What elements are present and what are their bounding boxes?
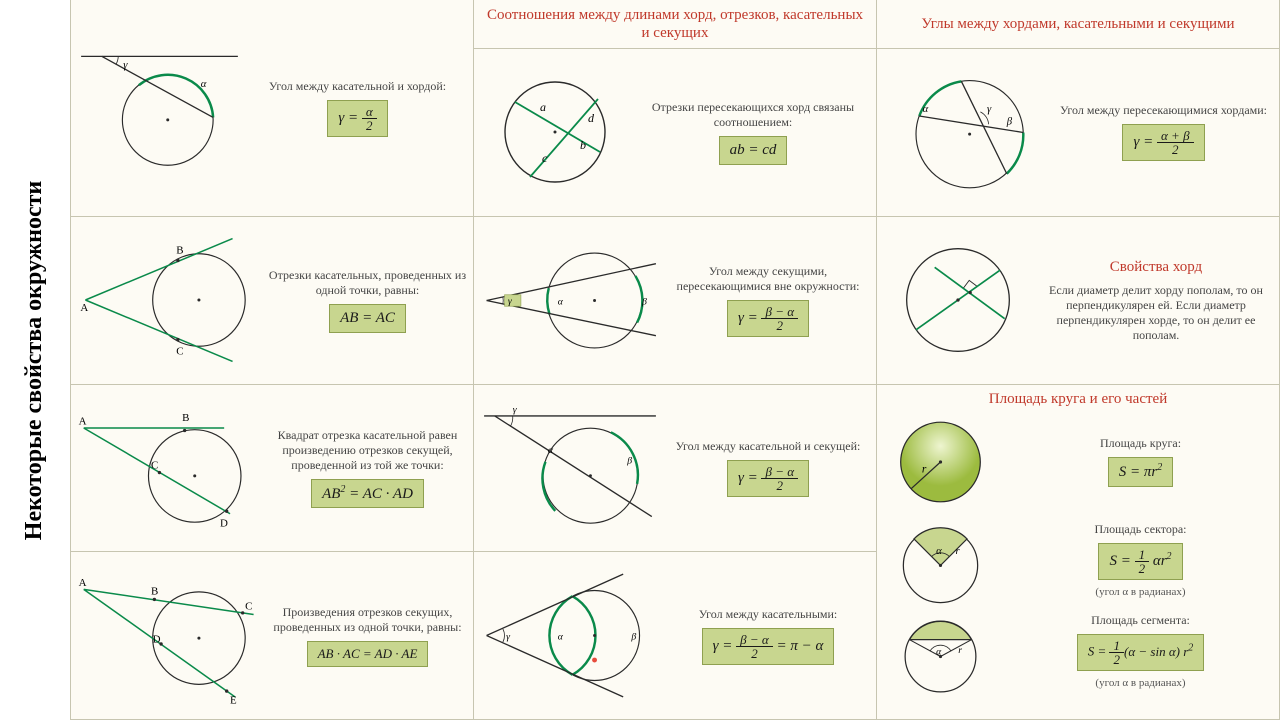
svg-text:α: α (201, 78, 207, 90)
diagram-intersecting-chords: a d b c (480, 67, 630, 197)
header-col2: Углы между хордами, касательными и секущ… (877, 0, 1280, 49)
cell-r2c2: γ α β Угол между секущими, пересекающими… (474, 217, 877, 385)
desc-r3c1: Квадрат отрезка касательной равен произв… (268, 428, 467, 473)
diagram-tangent-secant-angle: γ α β (480, 395, 660, 540)
desc-segment-area: Площадь сегмента: (1091, 613, 1190, 628)
desc-r3c2: Угол между касательной и секущей: (676, 439, 861, 454)
formula-r4c2: γ = β − α2 = π − α (702, 628, 835, 665)
svg-text:D: D (220, 518, 228, 530)
cell-r2c3: Свойства хорд Если диаметр делит хорду п… (877, 217, 1280, 385)
cell-area-group: Площадь круга и его частей r Площадь кру… (877, 385, 1280, 720)
diagram-two-secants-ext: γ α β (480, 228, 660, 373)
svg-text:A: A (79, 577, 87, 589)
reference-grid: Соотношения между длинами хорд, отрезков… (70, 0, 1280, 720)
desc-sector-area: Площадь сектора: (1094, 522, 1186, 537)
header-col1: Соотношения между длинами хорд, отрезков… (474, 0, 877, 49)
desc-r4c2: Угол между касательными: (699, 607, 838, 622)
svg-text:d: d (588, 111, 595, 125)
svg-text:α: α (548, 445, 554, 456)
svg-text:C: C (151, 460, 158, 472)
svg-text:A: A (80, 302, 88, 314)
diagram-two-tangents-angle: γ α β (480, 563, 660, 708)
cell-r2c1: A B C Отрезки касательных, проведенных и… (71, 217, 474, 385)
svg-text:γ: γ (506, 632, 511, 643)
diagram-two-secants-len: A B C D E (77, 561, 262, 711)
diagram-segment-area: α r (883, 610, 998, 695)
svg-text:α: α (558, 632, 564, 643)
cell-r4c2: γ α β Угол между касательными: γ = β − α… (474, 552, 877, 720)
formula-r2c1: AB = AC (329, 304, 406, 333)
diagram-two-tangents: A B C (77, 225, 262, 375)
svg-text:β: β (630, 632, 636, 643)
desc-r1c3: Угол между касательной и хордой: (269, 79, 446, 94)
desc-r2c1: Отрезки касательных, проведенных из одно… (268, 268, 467, 298)
cell-r1c1: a d b c Отрезки пересекающихся хорд связ… (474, 49, 877, 217)
svg-text:α: α (936, 545, 942, 556)
formula-segment-area: S = 12(α − sin α) r2 (1077, 634, 1205, 671)
svg-text:α: α (923, 103, 929, 115)
svg-text:γ: γ (513, 405, 518, 416)
desc-r1c1: Отрезки пересекающихся хорд связаны соот… (636, 100, 870, 130)
diagram-circle-area: r (883, 412, 998, 512)
svg-text:r: r (958, 644, 962, 655)
svg-text:γ: γ (987, 103, 992, 115)
desc-r2c3: Если диаметр делит хорду пополам, то он … (1039, 283, 1273, 343)
svg-text:β: β (1006, 115, 1013, 127)
cell-r4c1: A B C D E Произведения отрезков секущих,… (71, 552, 474, 720)
formula-r3c2: γ = β − α2 (727, 460, 809, 497)
svg-text:D: D (153, 633, 161, 645)
svg-text:γ: γ (123, 59, 128, 71)
formula-r1c3: γ = α2 (327, 100, 387, 137)
diagram-tangent-secant-len: A B C D (77, 395, 262, 540)
svg-text:C: C (176, 346, 183, 358)
svg-text:C: C (245, 600, 252, 612)
formula-r1c2: γ = α + β2 (1122, 124, 1204, 161)
subheader-area: Площадь круга и его частей (883, 391, 1273, 408)
formula-circle-area: S = πr2 (1108, 457, 1173, 487)
diagram-angle-chords: α β γ (883, 65, 1048, 200)
svg-text:a: a (540, 100, 546, 114)
note-sector: (угол α в радианах) (1095, 586, 1185, 600)
svg-text:β: β (641, 296, 647, 307)
sidebar: Некоторые свойства окружности (0, 0, 70, 720)
svg-text:α: α (558, 296, 564, 307)
svg-text:A: A (79, 416, 87, 428)
desc-r1c2: Угол между пересекающимися хордами: (1060, 103, 1267, 118)
desc-r4c1: Произведения отрезков секущих, проведенн… (268, 605, 467, 635)
subheader-chord-props: Свойства хорд (1039, 258, 1273, 277)
formula-r2c2: γ = β − α2 (727, 300, 809, 337)
formula-r4c1: AB · AC = AD · AE (307, 641, 429, 667)
svg-text:B: B (182, 413, 189, 425)
diagram-sector-area: α r (883, 516, 998, 606)
cell-r3c2: γ α β Угол между касательной и секущей: … (474, 385, 877, 553)
svg-text:E: E (230, 694, 237, 706)
desc-circle-area: Площадь круга: (1100, 436, 1181, 451)
svg-text:B: B (176, 245, 183, 257)
cell-r1c3: γ α Угол между касательной и хордой: γ =… (71, 0, 474, 217)
cell-r3c1: A B C D Квадрат отрезка касательной раве… (71, 385, 474, 553)
note-segment: (угол α в радианах) (1095, 677, 1185, 691)
svg-text:β: β (626, 456, 632, 467)
diagram-diameter-chord (883, 230, 1033, 370)
svg-text:B: B (151, 585, 158, 597)
svg-text:c: c (542, 151, 548, 165)
formula-sector-area: S = 12 αr2 (1098, 543, 1182, 580)
formula-r3c1: AB2 = AC · AD (311, 479, 424, 509)
cell-r1c2: α β γ Угол между пересекающимися хордами… (877, 49, 1280, 217)
diagram-tangent-chord: γ α (77, 40, 242, 175)
svg-text:b: b (580, 138, 586, 152)
svg-text:r: r (922, 463, 927, 475)
desc-r2c2: Угол между секущими, пересекающимися вне… (666, 264, 870, 294)
formula-r1c1: ab = cd (719, 136, 788, 165)
page-title: Некоторые свойства окружности (22, 180, 49, 539)
svg-text:r: r (956, 545, 961, 556)
